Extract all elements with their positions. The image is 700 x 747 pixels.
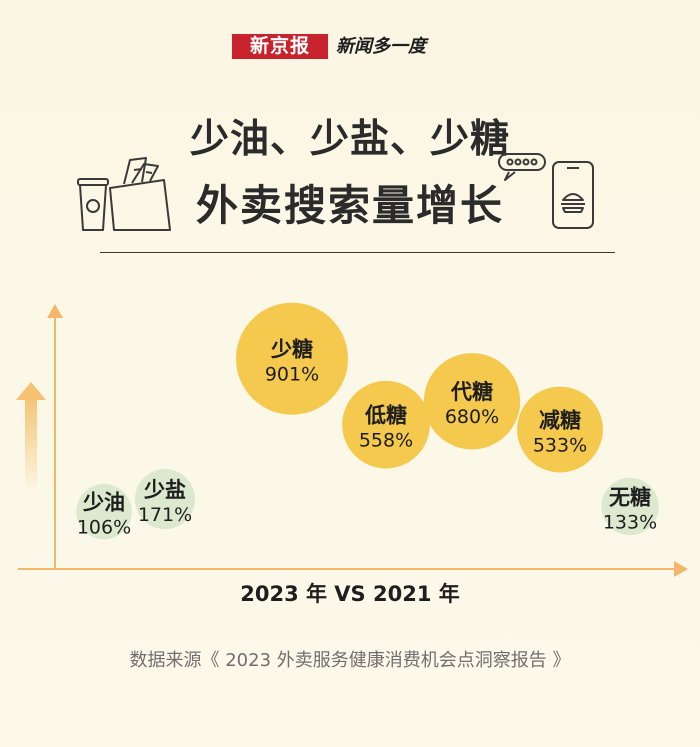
bubble-5 xyxy=(517,386,603,473)
bubble-label-0: 少油 xyxy=(82,491,125,515)
bubble-label-3: 低糖 xyxy=(364,404,407,428)
data-source: 数据来源《 2023 外卖服务健康消费机会点洞察报告 》 xyxy=(129,650,571,671)
bubble-3 xyxy=(342,380,430,469)
bubble-label-5: 减糖 xyxy=(539,408,581,432)
bubble-2 xyxy=(236,302,348,415)
coffee-bag-icon xyxy=(77,157,171,231)
bubble-value-2: 901% xyxy=(265,364,319,386)
brand-header: 新京报 新闻多一度 xyxy=(0,34,700,60)
brand-subtitle: 新闻多一度 xyxy=(336,36,426,57)
growth-arrow-icon xyxy=(16,382,46,495)
bubble-value-0: 106% xyxy=(77,517,131,539)
bubble-label-1: 少盐 xyxy=(143,478,186,502)
title-line-2: 外卖搜索量增长 xyxy=(195,181,504,230)
x-axis-label: 2023 年 VS 2021 年 xyxy=(240,582,460,606)
phone-rating-icon xyxy=(498,153,594,229)
x-axis xyxy=(18,561,688,577)
bubble-value-3: 558% xyxy=(359,430,413,452)
bubble-label-4: 代糖 xyxy=(450,380,493,404)
bubble-value-5: 533% xyxy=(533,434,587,456)
bubble-1 xyxy=(134,469,196,530)
y-axis xyxy=(47,304,63,570)
bubble-0 xyxy=(76,483,132,540)
title-divider xyxy=(100,252,615,253)
bubble-value-1: 171% xyxy=(138,504,192,526)
bubble-value-6: 133% xyxy=(603,511,657,533)
bubble-6 xyxy=(601,477,659,536)
bubble-value-4: 680% xyxy=(445,406,499,428)
bubble-label-6: 无糖 xyxy=(609,485,651,509)
bubble-label-2: 少糖 xyxy=(270,338,313,362)
bubble-4 xyxy=(423,353,521,450)
title-line-1: 少油、少盐、少糖 xyxy=(189,117,510,162)
brand-logo: 新京报 xyxy=(232,34,328,59)
